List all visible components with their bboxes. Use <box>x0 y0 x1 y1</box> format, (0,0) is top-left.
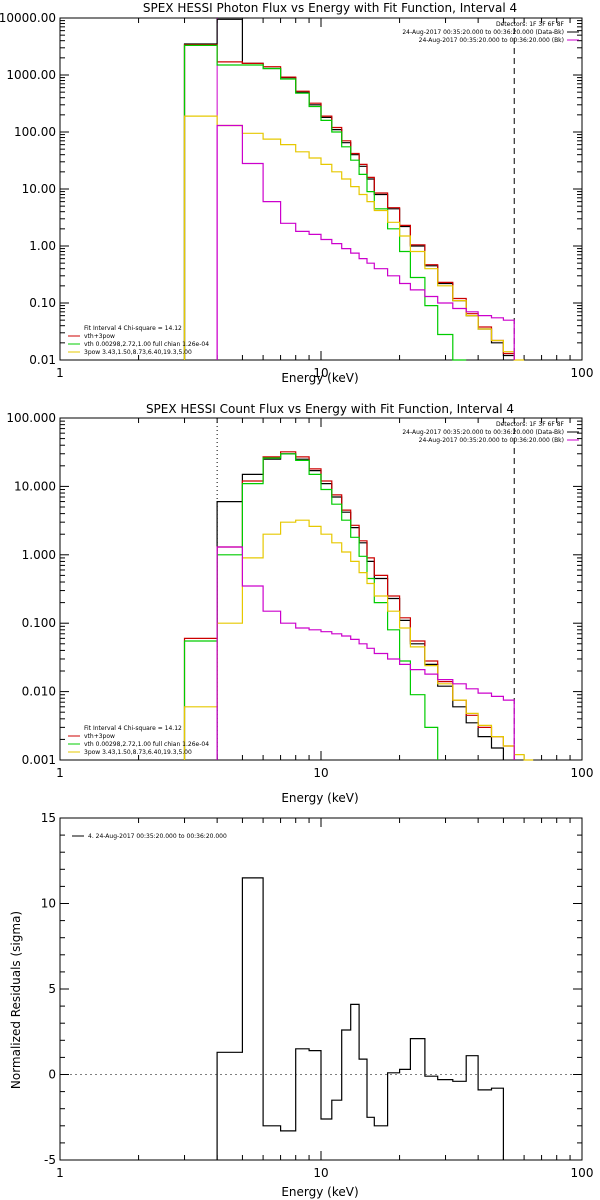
x-tick-label: 1 <box>56 1166 64 1180</box>
y-tick-label: 10 <box>41 897 56 911</box>
x-tick-label: 100 <box>571 1166 594 1180</box>
legend-text: 24-Aug-2017 00:35:20.000 to 00:36:20.000… <box>402 429 564 436</box>
legend-text: Detectors: 1F 3F 6F 8F <box>496 421 565 428</box>
residuals-panel: Energy (keV) Normalized Residuals (sigma… <box>9 811 593 1199</box>
series-line-4 <box>216 546 515 760</box>
legend-text: Detectors: 1F 3F 6F 8F <box>496 21 565 28</box>
y-tick-label: 0.01 <box>29 353 56 367</box>
y-tick-label: 0.10 <box>29 296 56 310</box>
legend-text: vth+3pow <box>84 733 115 740</box>
y-tick-label: -5 <box>44 1153 56 1167</box>
series-line-4 <box>216 124 515 360</box>
count-flux-title: SPEX HESSI Count Flux vs Energy with Fit… <box>146 402 514 416</box>
x-tick-label: 1 <box>56 766 64 780</box>
y-tick-label: 100.000 <box>6 411 56 425</box>
y-tick-label: 10.00 <box>22 182 56 196</box>
series-line-3 <box>183 519 534 761</box>
y-tick-label: 1.00 <box>29 239 56 253</box>
x-tick-label: 10 <box>313 766 328 780</box>
count-flux-xlabel: Energy (keV) <box>281 791 358 805</box>
photon-flux-panel: SPEX HESSI Photon Flux vs Energy with Fi… <box>0 1 593 385</box>
legend-text: vth 0.00298,2.72,1.00 full chian 1.26e-0… <box>84 341 209 348</box>
legend-text: Fit Interval 4 Chi-square = 14.12 <box>84 725 182 732</box>
plot-frame <box>59 17 583 361</box>
y-tick-label: 0.001 <box>22 753 56 767</box>
y-tick-label: 15 <box>41 811 56 825</box>
x-tick-label: 100 <box>571 366 594 380</box>
series-line-2 <box>183 453 439 760</box>
y-tick-label: 0.100 <box>22 616 56 630</box>
series-line-2 <box>183 44 467 361</box>
legend-text: 24-Aug-2017 00:35:20.000 to 00:36:20.000… <box>419 37 564 44</box>
legend-text: 4. 24-Aug-2017 00:35:20.000 to 00:36:20.… <box>88 833 227 840</box>
x-tick-label: 1 <box>56 366 64 380</box>
series-line-1 <box>183 44 515 360</box>
y-tick-label: 0 <box>48 1068 56 1082</box>
legend-text: 24-Aug-2017 00:35:20.000 to 00:36:20.000… <box>402 29 564 36</box>
legend-text: Fit Interval 4 Chi-square = 14.12 <box>84 325 182 332</box>
photon-flux-xlabel: Energy (keV) <box>281 371 358 385</box>
y-tick-label: 1.000 <box>22 548 56 562</box>
y-tick-label: 0.010 <box>22 685 56 699</box>
residuals-xlabel: Energy (keV) <box>281 1185 358 1199</box>
legend-text: 3pow 3.43,1.50,8.73,6.40,19.3,5.00 <box>84 349 192 356</box>
series-line-3 <box>183 115 525 361</box>
x-tick-label: 100 <box>571 766 594 780</box>
y-tick-label: 10.000 <box>14 479 56 493</box>
legend-text: 24-Aug-2017 00:35:20.000 to 00:36:20.000… <box>419 437 564 444</box>
series-line-0 <box>216 453 504 760</box>
y-tick-label: 1000.00 <box>6 68 56 82</box>
legend-text: vth+3pow <box>84 333 115 340</box>
x-tick-label: 10 <box>313 366 328 380</box>
series-line-0 <box>216 877 504 1160</box>
count-flux-panel: SPEX HESSI Count Flux vs Energy with Fit… <box>6 402 593 805</box>
series-line-1 <box>183 451 515 760</box>
y-tick-label: 10000.00 <box>0 11 56 25</box>
photon-flux-title: SPEX HESSI Photon Flux vs Energy with Fi… <box>143 1 517 15</box>
legend-text: vth 0.00298,2.72,1.00 full chian 1.26e-0… <box>84 741 209 748</box>
y-tick-label: 5 <box>48 982 56 996</box>
residuals-ylabel: Normalized Residuals (sigma) <box>9 911 23 1089</box>
legend-text: 3pow 3.43,1.50,8.73,6.40,19.3,5.00 <box>84 749 192 756</box>
y-tick-label: 100.00 <box>14 125 56 139</box>
x-tick-label: 10 <box>313 1166 328 1180</box>
